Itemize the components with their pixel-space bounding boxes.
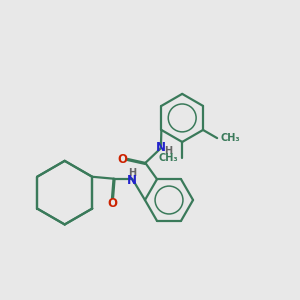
Text: N: N	[127, 174, 137, 187]
Text: H: H	[164, 146, 172, 155]
Text: O: O	[107, 197, 117, 210]
Text: N: N	[156, 140, 166, 154]
Text: CH₃: CH₃	[221, 133, 241, 143]
Text: O: O	[118, 152, 128, 166]
Text: CH₃: CH₃	[159, 153, 178, 163]
Text: H: H	[128, 168, 136, 178]
